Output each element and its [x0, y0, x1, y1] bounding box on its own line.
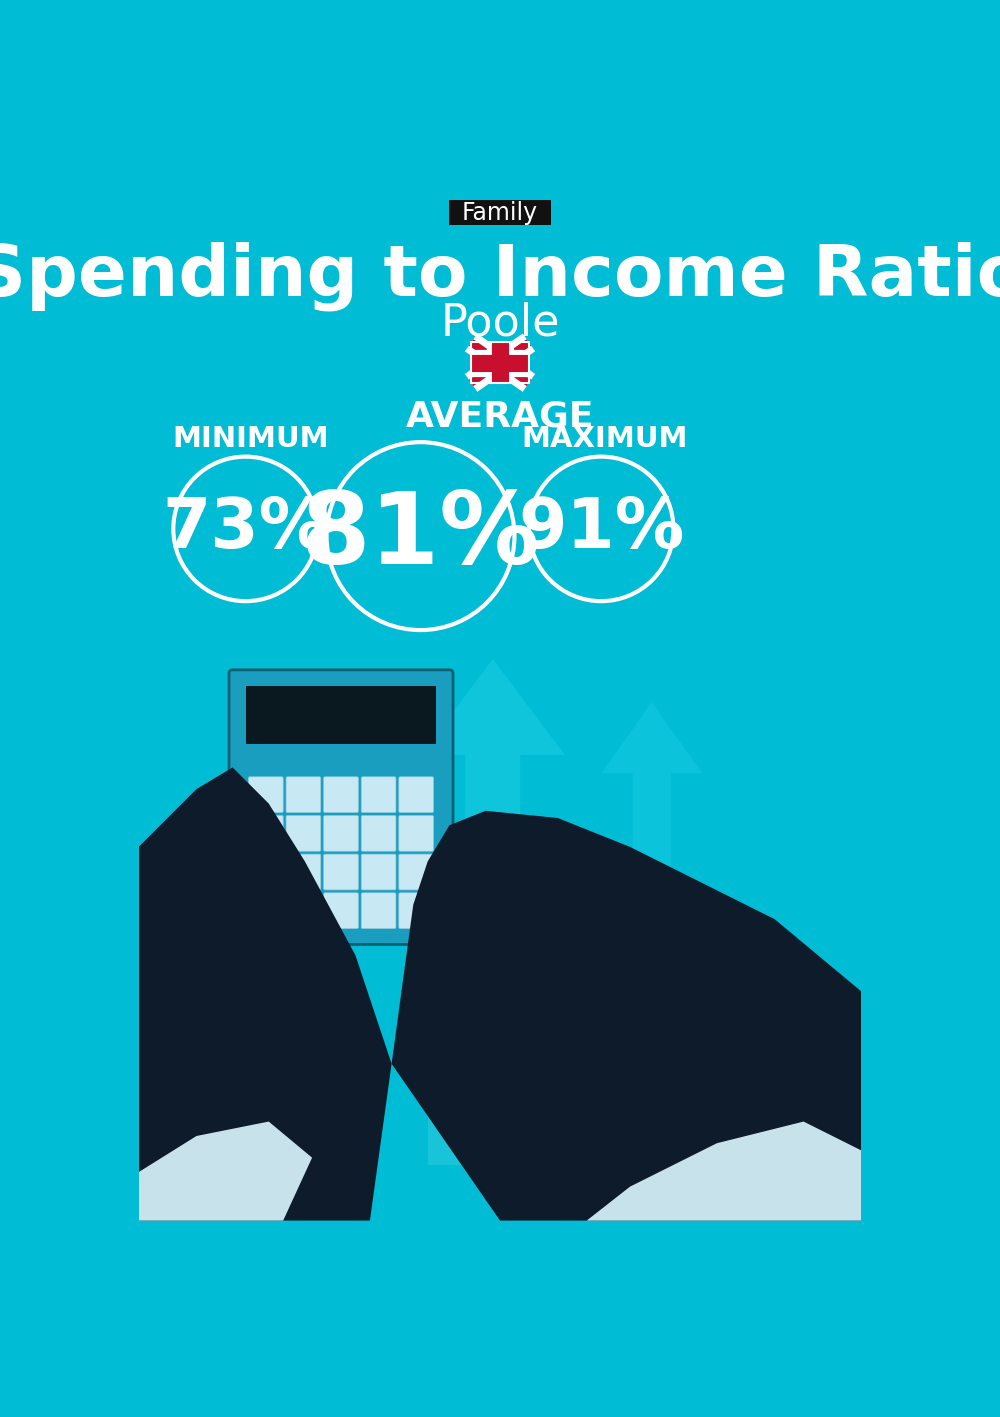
FancyBboxPatch shape	[616, 1161, 681, 1165]
Text: AVERAGE: AVERAGE	[406, 400, 594, 434]
FancyBboxPatch shape	[616, 1145, 681, 1149]
FancyBboxPatch shape	[286, 893, 321, 928]
Text: 91%: 91%	[518, 496, 684, 563]
FancyBboxPatch shape	[449, 200, 551, 225]
FancyBboxPatch shape	[361, 854, 396, 890]
Text: MAXIMUM: MAXIMUM	[522, 425, 688, 452]
FancyBboxPatch shape	[399, 777, 434, 812]
FancyBboxPatch shape	[471, 343, 529, 383]
Polygon shape	[139, 768, 392, 1220]
FancyBboxPatch shape	[361, 777, 396, 812]
Polygon shape	[420, 659, 565, 934]
FancyBboxPatch shape	[248, 777, 283, 812]
Polygon shape	[413, 955, 645, 1034]
FancyBboxPatch shape	[246, 686, 436, 744]
Polygon shape	[428, 1034, 630, 1165]
FancyBboxPatch shape	[286, 815, 321, 852]
FancyBboxPatch shape	[399, 893, 434, 928]
FancyBboxPatch shape	[361, 815, 396, 852]
Polygon shape	[507, 1093, 551, 1165]
Text: 73%: 73%	[162, 496, 329, 563]
Polygon shape	[139, 1121, 312, 1220]
FancyBboxPatch shape	[616, 1155, 681, 1161]
Text: Family: Family	[462, 201, 538, 225]
FancyBboxPatch shape	[248, 815, 283, 852]
FancyBboxPatch shape	[286, 854, 321, 890]
Text: MINIMUM: MINIMUM	[172, 425, 329, 452]
FancyBboxPatch shape	[616, 1141, 681, 1145]
Text: 81%: 81%	[301, 487, 540, 585]
Text: $: $	[693, 1070, 726, 1115]
Text: $: $	[632, 1047, 657, 1081]
FancyBboxPatch shape	[361, 893, 396, 928]
FancyBboxPatch shape	[399, 815, 434, 852]
FancyBboxPatch shape	[324, 893, 358, 928]
Polygon shape	[558, 1121, 861, 1220]
FancyBboxPatch shape	[248, 854, 283, 890]
Circle shape	[652, 1034, 767, 1151]
FancyBboxPatch shape	[324, 777, 358, 812]
FancyBboxPatch shape	[399, 854, 434, 890]
FancyBboxPatch shape	[616, 1135, 681, 1139]
FancyBboxPatch shape	[286, 777, 321, 812]
Circle shape	[601, 1020, 688, 1107]
FancyBboxPatch shape	[324, 815, 358, 852]
Polygon shape	[392, 811, 861, 1220]
Polygon shape	[558, 985, 580, 1027]
FancyBboxPatch shape	[324, 854, 358, 890]
Text: Poole: Poole	[440, 302, 560, 344]
Text: Spending to Income Ratio: Spending to Income Ratio	[0, 241, 1000, 310]
FancyBboxPatch shape	[616, 1151, 681, 1155]
FancyBboxPatch shape	[248, 893, 283, 928]
FancyBboxPatch shape	[229, 670, 453, 945]
Polygon shape	[601, 703, 702, 904]
